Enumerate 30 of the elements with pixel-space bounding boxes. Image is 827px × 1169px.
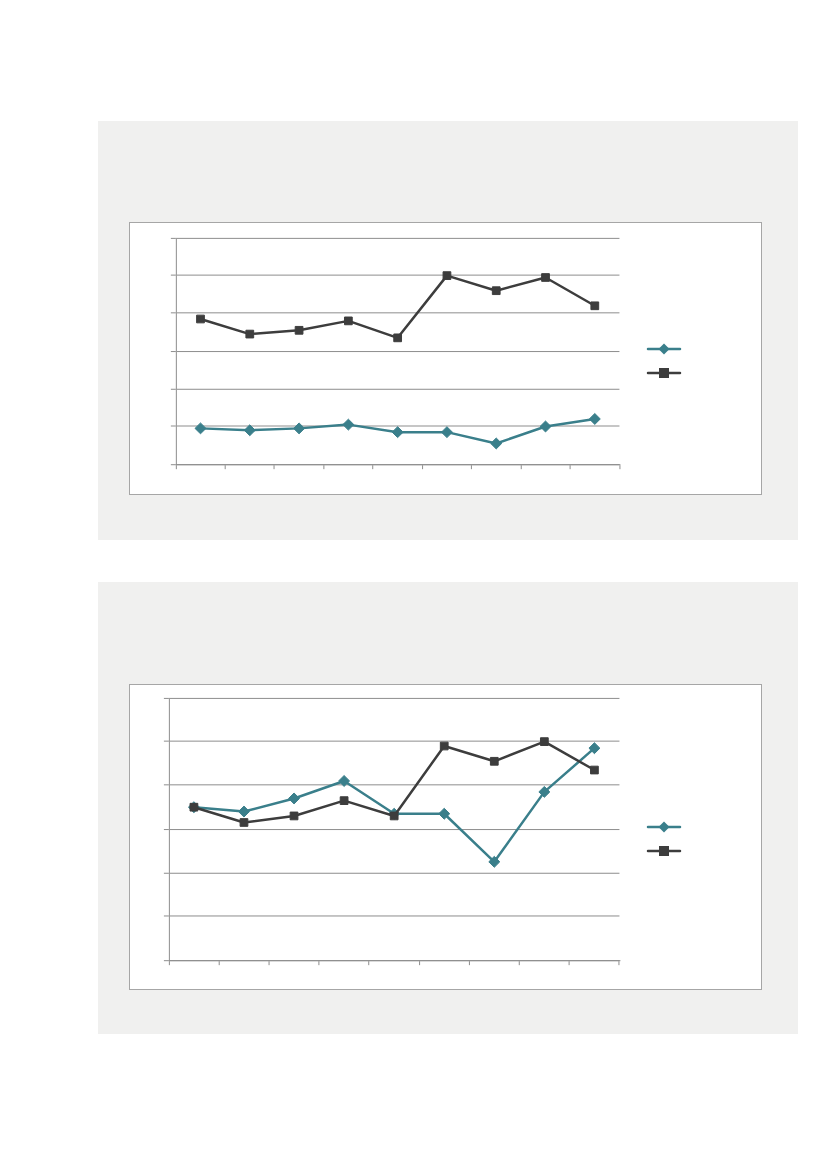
point (490, 437, 503, 450)
point (389, 811, 399, 821)
point (590, 765, 599, 775)
point (339, 796, 349, 805)
point (391, 426, 404, 439)
point (237, 805, 250, 818)
point (489, 756, 499, 766)
point (343, 316, 353, 326)
point (194, 422, 207, 435)
point (338, 775, 351, 787)
point (196, 314, 205, 324)
point (541, 273, 550, 282)
point (393, 333, 403, 343)
point (491, 286, 501, 296)
point (539, 737, 549, 746)
point (539, 420, 552, 433)
point (289, 811, 299, 821)
point (488, 855, 501, 868)
point (245, 329, 255, 339)
point (538, 785, 551, 798)
point (590, 301, 600, 311)
point (588, 412, 601, 425)
point (439, 741, 449, 751)
point (342, 418, 355, 431)
point (294, 325, 304, 335)
point (288, 792, 301, 805)
point (442, 271, 452, 280)
point (239, 818, 249, 827)
point (588, 742, 601, 755)
point (438, 807, 451, 820)
